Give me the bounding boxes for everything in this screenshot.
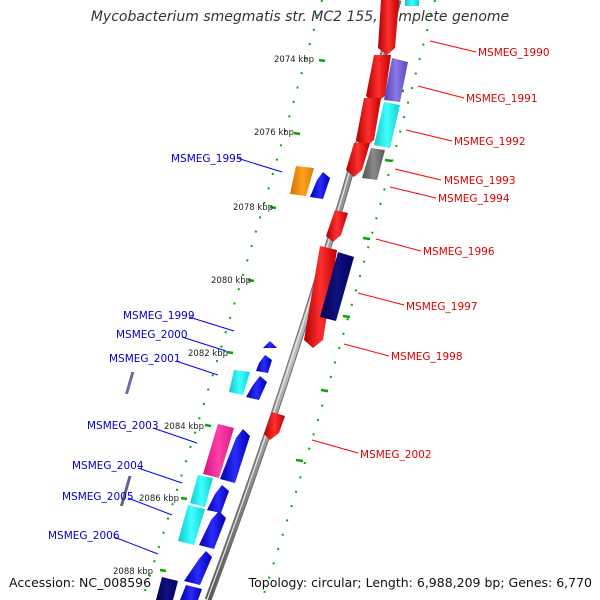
gene-msmeg-2003-a (203, 424, 234, 478)
gene-label-msmeg-1995[interactable]: MSMEG_1995 (171, 153, 243, 165)
gene-label-msmeg-2005[interactable]: MSMEG_2005 (62, 491, 134, 503)
gene-label-msmeg-1997[interactable]: MSMEG_1997 (406, 301, 478, 313)
gene-msmeg-1994 (362, 148, 385, 180)
kbp-label-2078: 2078 kbp (233, 203, 273, 213)
gene-label-msmeg-1992[interactable]: MSMEG_1992 (454, 136, 526, 148)
gene-label-msmeg-2002[interactable]: MSMEG_2002 (360, 449, 432, 461)
gene-msmeg-1990 (378, 0, 399, 55)
outer-tick-arc (261, 0, 436, 600)
gene-msmeg-1993 (346, 143, 370, 177)
gene-msmeg-2000 (256, 355, 272, 373)
gene-label-msmeg-2003[interactable]: MSMEG_2003 (87, 420, 159, 432)
gene-label-msmeg-1993[interactable]: MSMEG_1993 (444, 175, 516, 187)
kbp-label-2074: 2074 kbp (274, 55, 314, 65)
inner-tick-arc (141, 0, 323, 600)
forward-leader-lines (311, 40, 477, 454)
gene-label-msmeg-1990[interactable]: MSMEG_1990 (478, 47, 550, 59)
gene-msmeg-1997 (304, 246, 337, 348)
gene-msmeg-2005-a (178, 505, 205, 545)
gene-msmeg-1995-b (310, 172, 330, 199)
gene-msmeg-1992b (374, 102, 400, 148)
reverse-genes (119, 166, 330, 600)
reverse-leader-lines (113, 157, 283, 555)
gene-label-msmeg-2004[interactable]: MSMEG_2004 (72, 460, 144, 472)
gene-msmeg-2006-a (184, 551, 212, 585)
gene-msmeg-1995-a (290, 166, 314, 196)
gene-msmeg-2001-stripe (125, 372, 135, 394)
gene-msmeg-1998 (320, 252, 354, 321)
gene-msmeg-2001-a (229, 370, 250, 395)
kbp-label-2080: 2080 kbp (211, 276, 251, 286)
genome-title: Mycobacterium smegmatis str. MC2 155, co… (90, 9, 510, 25)
topology-text: Topology: circular; Length: 6,988,209 bp… (248, 575, 592, 590)
forward-genes (264, 0, 419, 440)
kbp-label-2076: 2076 kbp (254, 128, 294, 138)
accession-text: Accession: NC_008596 (9, 575, 152, 590)
gene-msmeg-1991 (366, 55, 391, 104)
gene-label-msmeg-1991[interactable]: MSMEG_1991 (466, 93, 538, 105)
gene-msmeg-2008 (156, 577, 178, 600)
kbp-label-2088: 2088 kbp (113, 567, 153, 577)
gene-msmeg-2001-b (246, 376, 267, 400)
kbp-label-2084: 2084 kbp (164, 422, 204, 432)
gene-msmeg-2007 (180, 585, 202, 600)
gene-msmeg-1992 (356, 98, 381, 148)
gene-msmeg-2003-b (220, 429, 250, 483)
gene-label-msmeg-1994[interactable]: MSMEG_1994 (438, 193, 510, 205)
gene-msmeg-2005-b (199, 511, 226, 549)
gene-msmeg-1991b (384, 58, 408, 102)
gene-msmeg-2004-a (190, 475, 213, 507)
gene-label-msmeg-1998[interactable]: MSMEG_1998 (391, 351, 463, 363)
gene-label-msmeg-2000[interactable]: MSMEG_2000 (116, 329, 188, 341)
gene-label-msmeg-2006[interactable]: MSMEG_2006 (48, 530, 120, 542)
kbp-label-2082: 2082 kbp (188, 349, 228, 359)
kbp-label-2086: 2086 kbp (139, 494, 179, 504)
gene-label-msmeg-2001[interactable]: MSMEG_2001 (109, 353, 181, 365)
gene-msmeg-1990b (405, 0, 419, 6)
gene-msmeg-1999 (263, 341, 277, 348)
gene-msmeg-2002 (264, 412, 285, 440)
gene-msmeg-2004-stripe (119, 476, 132, 506)
gene-label-msmeg-1999[interactable]: MSMEG_1999 (123, 310, 195, 322)
gene-msmeg-2004-b (207, 485, 229, 513)
gene-msmeg-1996 (326, 210, 348, 242)
gene-label-msmeg-1996[interactable]: MSMEG_1996 (423, 246, 495, 258)
